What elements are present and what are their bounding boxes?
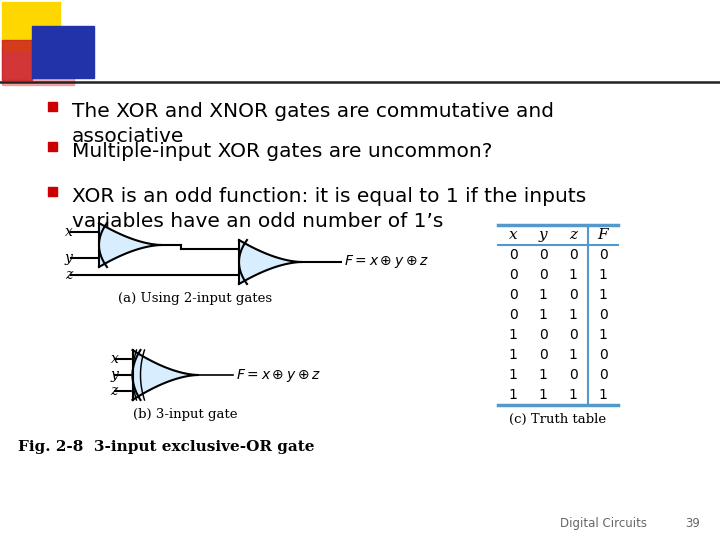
Text: $F = x \oplus y \oplus z$: $F = x \oplus y \oplus z$ <box>235 367 320 383</box>
Text: y: y <box>65 251 73 265</box>
Text: 1: 1 <box>508 368 518 382</box>
Text: The XOR and XNOR gates are commutative and
associative: The XOR and XNOR gates are commutative a… <box>72 102 554 146</box>
Bar <box>2 2 60 50</box>
Text: 0: 0 <box>598 248 608 262</box>
Bar <box>48 187 57 196</box>
Text: 0: 0 <box>539 328 547 342</box>
Text: 1: 1 <box>569 268 577 282</box>
Text: Multiple-input XOR gates are uncommon?: Multiple-input XOR gates are uncommon? <box>72 142 492 161</box>
Text: 0: 0 <box>539 348 547 362</box>
Text: XOR is an odd function: it is equal to 1 if the inputs
variables have an odd num: XOR is an odd function: it is equal to 1… <box>72 187 586 231</box>
Bar <box>32 26 94 78</box>
Text: 0: 0 <box>569 368 577 382</box>
Text: 1: 1 <box>598 328 608 342</box>
Bar <box>48 102 57 111</box>
Text: (b) 3-input gate: (b) 3-input gate <box>132 408 238 421</box>
Text: y: y <box>539 228 547 242</box>
Text: 0: 0 <box>508 288 518 302</box>
Text: (c) Truth table: (c) Truth table <box>510 413 606 426</box>
Text: $F = x \oplus y \oplus z$: $F = x \oplus y \oplus z$ <box>344 253 429 271</box>
Text: 1: 1 <box>539 368 547 382</box>
Text: z: z <box>110 384 118 398</box>
Polygon shape <box>132 350 197 400</box>
Text: 1: 1 <box>598 268 608 282</box>
Text: 1: 1 <box>539 308 547 322</box>
Text: y: y <box>110 368 118 382</box>
Bar <box>48 142 57 151</box>
Polygon shape <box>99 223 161 267</box>
Text: 0: 0 <box>598 308 608 322</box>
Bar <box>2 47 74 85</box>
Text: 1: 1 <box>508 388 518 402</box>
Text: 0: 0 <box>539 268 547 282</box>
Text: 1: 1 <box>539 288 547 302</box>
Text: 39: 39 <box>685 517 700 530</box>
Text: 1: 1 <box>598 388 608 402</box>
Text: 1: 1 <box>569 348 577 362</box>
Text: 0: 0 <box>569 288 577 302</box>
Bar <box>2 40 32 80</box>
Text: 0: 0 <box>508 268 518 282</box>
Text: x: x <box>110 352 118 366</box>
Text: 1: 1 <box>508 328 518 342</box>
Text: x: x <box>65 225 73 239</box>
Text: x: x <box>509 228 517 242</box>
Text: Digital Circuits: Digital Circuits <box>560 517 647 530</box>
Text: z: z <box>65 268 72 282</box>
Text: 0: 0 <box>598 348 608 362</box>
Text: 1: 1 <box>508 348 518 362</box>
Text: F: F <box>598 228 608 242</box>
Text: (a) Using 2-input gates: (a) Using 2-input gates <box>118 292 272 305</box>
Text: 1: 1 <box>569 308 577 322</box>
Text: 0: 0 <box>508 248 518 262</box>
Text: 0: 0 <box>508 308 518 322</box>
Text: Fig. 2-8  3-input exclusive-OR gate: Fig. 2-8 3-input exclusive-OR gate <box>18 440 315 454</box>
Polygon shape <box>239 240 301 284</box>
Text: 1: 1 <box>598 288 608 302</box>
Text: 1: 1 <box>569 388 577 402</box>
Text: 0: 0 <box>569 248 577 262</box>
Text: 0: 0 <box>569 328 577 342</box>
Text: 0: 0 <box>539 248 547 262</box>
Text: z: z <box>569 228 577 242</box>
Text: 1: 1 <box>539 388 547 402</box>
Text: 0: 0 <box>598 368 608 382</box>
